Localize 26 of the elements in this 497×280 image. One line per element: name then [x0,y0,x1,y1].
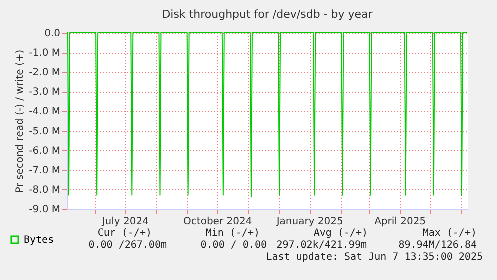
text: 297.02k/421.99m [276,240,367,251]
y-tick-label: -7.0 M [29,165,60,176]
text: Last update: Sat Jun 7 13:35:00 2025 [266,252,483,263]
text: Min (-/+) [206,228,260,239]
y-tick-label: -3.0 M [29,87,60,98]
y-tick-label: -2.0 M [29,68,60,79]
y-tick-label: -8.0 M [29,184,60,196]
x-tick-label: July 2024 [101,216,149,228]
y-tick-label: -5.0 M [29,126,60,138]
x-tick-label: October 2024 [184,216,252,228]
legend-label: Bytes [24,235,54,246]
y-tick-label: -6.0 M [29,146,60,157]
text: 89.94M/126.84 [398,240,477,251]
text: Avg (-/+) [314,228,368,239]
text: Max (-/+) [422,228,477,239]
y-tick-label: -4.0 M [29,106,60,118]
x-tick-label: April 2025 [374,216,426,228]
y-tick-label: 0.0 [44,28,60,40]
x-tick-label: January 2025 [276,216,344,228]
y-tick-label: -9.0 M [29,204,60,216]
text: 0.00 /267.00m [88,240,167,251]
chart-title: Disk throughput for /dev/sdb - by year [162,8,374,21]
text: Cur (-/+) [98,228,152,239]
y-axis-title: Pr second read (-) / write (+) [15,50,26,194]
y-tick-label: -1.0 M [29,48,60,60]
text: 0.00 / 0.00 [200,240,267,251]
